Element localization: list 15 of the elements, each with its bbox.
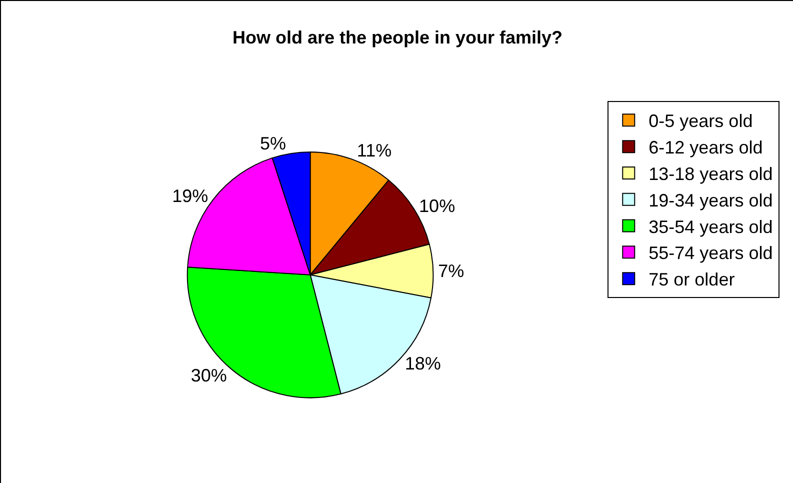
legend-label: 19-34 years old — [648, 190, 773, 210]
data-label: 30% — [190, 366, 227, 386]
legend-label: 35-54 years old — [648, 216, 773, 237]
legend-label: 13-18 years old — [648, 164, 773, 184]
data-label: 19% — [172, 186, 208, 206]
data-label: 18% — [404, 354, 441, 374]
legend-label: 55-74 years old — [648, 243, 773, 264]
legend-label: 0-5 years old — [648, 111, 753, 132]
legend-label: 75 or older — [648, 270, 735, 290]
data-label: 11% — [356, 140, 392, 160]
data-label: 5% — [260, 134, 286, 154]
data-label: 10% — [419, 196, 456, 216]
chart-title: How old are the people in your family? — [232, 28, 563, 48]
data-label: 7% — [438, 260, 464, 281]
legend-label: 6-12 years old — [648, 138, 763, 158]
